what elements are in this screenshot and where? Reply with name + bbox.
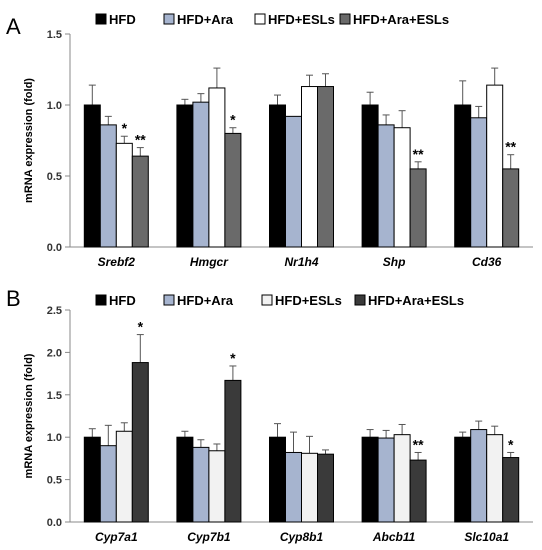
bar (224, 379, 242, 523)
x-category-label: Cyp7a1 (95, 530, 138, 544)
bar (192, 101, 210, 248)
x-category-label: Cd36 (472, 255, 502, 269)
bar (361, 104, 379, 248)
y-tick-label: 1.5 (47, 390, 62, 402)
legend-swatch (354, 294, 366, 306)
y-tick-label: 2.0 (47, 347, 62, 359)
legend-swatch (95, 13, 107, 25)
x-category-label: Slc10a1 (464, 530, 509, 544)
bar (454, 436, 472, 523)
bar (99, 124, 117, 248)
bar (115, 142, 133, 248)
x-category-label: Cyp8b1 (280, 530, 324, 544)
bar (486, 434, 504, 523)
bar (502, 457, 520, 523)
y-tick-label: 2.5 (47, 305, 62, 317)
legend-label: HFD (109, 12, 136, 27)
y-tick-label: 1.5 (47, 29, 62, 41)
legend-swatch (95, 294, 107, 306)
bar (208, 87, 226, 248)
x-category-label: Hmgcr (190, 255, 229, 269)
bar (131, 362, 149, 523)
bar (470, 117, 488, 248)
y-tick-label: 0.5 (47, 171, 62, 183)
bar (285, 451, 302, 523)
significance-label: * (138, 319, 144, 335)
legend-label: HFD+ESLs (268, 12, 335, 27)
y-tick-label: 0.0 (47, 517, 62, 529)
x-category-label: Nr1h4 (284, 255, 318, 269)
y-axis-title: mRNA expression (fold) (23, 353, 35, 478)
bar (377, 437, 395, 523)
legend-label: HFD (109, 293, 136, 308)
bar (317, 453, 334, 523)
bar (409, 459, 427, 523)
x-category-label: Abcb11 (372, 530, 416, 544)
bar (176, 436, 194, 523)
bar (409, 168, 427, 248)
bar (301, 86, 318, 248)
bar (131, 155, 149, 248)
panel-letter: B (6, 286, 21, 311)
legend-label: HFD+ESLs (275, 293, 342, 308)
bar (377, 124, 395, 248)
bar (83, 436, 101, 523)
significance-label: ** (505, 139, 516, 155)
bar (99, 445, 117, 523)
legend-label: HFD+Ara (177, 12, 234, 27)
significance-label: ** (413, 146, 424, 162)
bar (454, 104, 472, 248)
significance-label: * (508, 436, 514, 452)
legend-swatch (339, 13, 351, 25)
bar (301, 452, 318, 523)
significance-label: * (122, 120, 128, 136)
bar (115, 430, 133, 523)
panel-letter: A (6, 14, 21, 39)
bar (470, 429, 488, 523)
bar (285, 115, 302, 248)
legend-label: HFD+Ara+ESLs (353, 12, 449, 27)
significance-label: * (230, 350, 236, 366)
significance-label: ** (135, 132, 146, 148)
bar (192, 446, 210, 523)
bar (208, 450, 226, 523)
legend-swatch (163, 13, 175, 25)
y-axis-title: mRNA expression (fold) (23, 78, 35, 203)
x-category-label: Cyp7b1 (187, 530, 231, 544)
legend-swatch (261, 294, 273, 306)
y-tick-label: 0.5 (47, 475, 62, 487)
bar (269, 436, 286, 523)
significance-label: ** (413, 436, 424, 452)
bar (393, 127, 411, 248)
x-category-label: Srebf2 (98, 255, 136, 269)
bar (224, 132, 242, 248)
bar (486, 84, 504, 248)
legend-label: HFD+Ara+ESLs (368, 293, 464, 308)
y-tick-label: 1.0 (47, 100, 62, 112)
panel-b: B 0.0 0.5 1.0 1.5 2.0 2.5 mRNA expression (fold… (6, 286, 533, 544)
bar (176, 104, 194, 248)
bar (83, 104, 101, 248)
legend-swatch (254, 13, 266, 25)
legend-swatch (163, 294, 175, 306)
significance-label: * (230, 112, 236, 128)
y-tick-label: 0.0 (47, 242, 62, 254)
bar (361, 436, 379, 523)
bar (317, 86, 334, 248)
y-tick-label: 1.0 (47, 432, 62, 444)
bar (393, 434, 411, 523)
x-category-label: Shp (383, 255, 406, 269)
bar (502, 168, 520, 248)
bar (269, 104, 286, 248)
legend-label: HFD+Ara (177, 293, 234, 308)
